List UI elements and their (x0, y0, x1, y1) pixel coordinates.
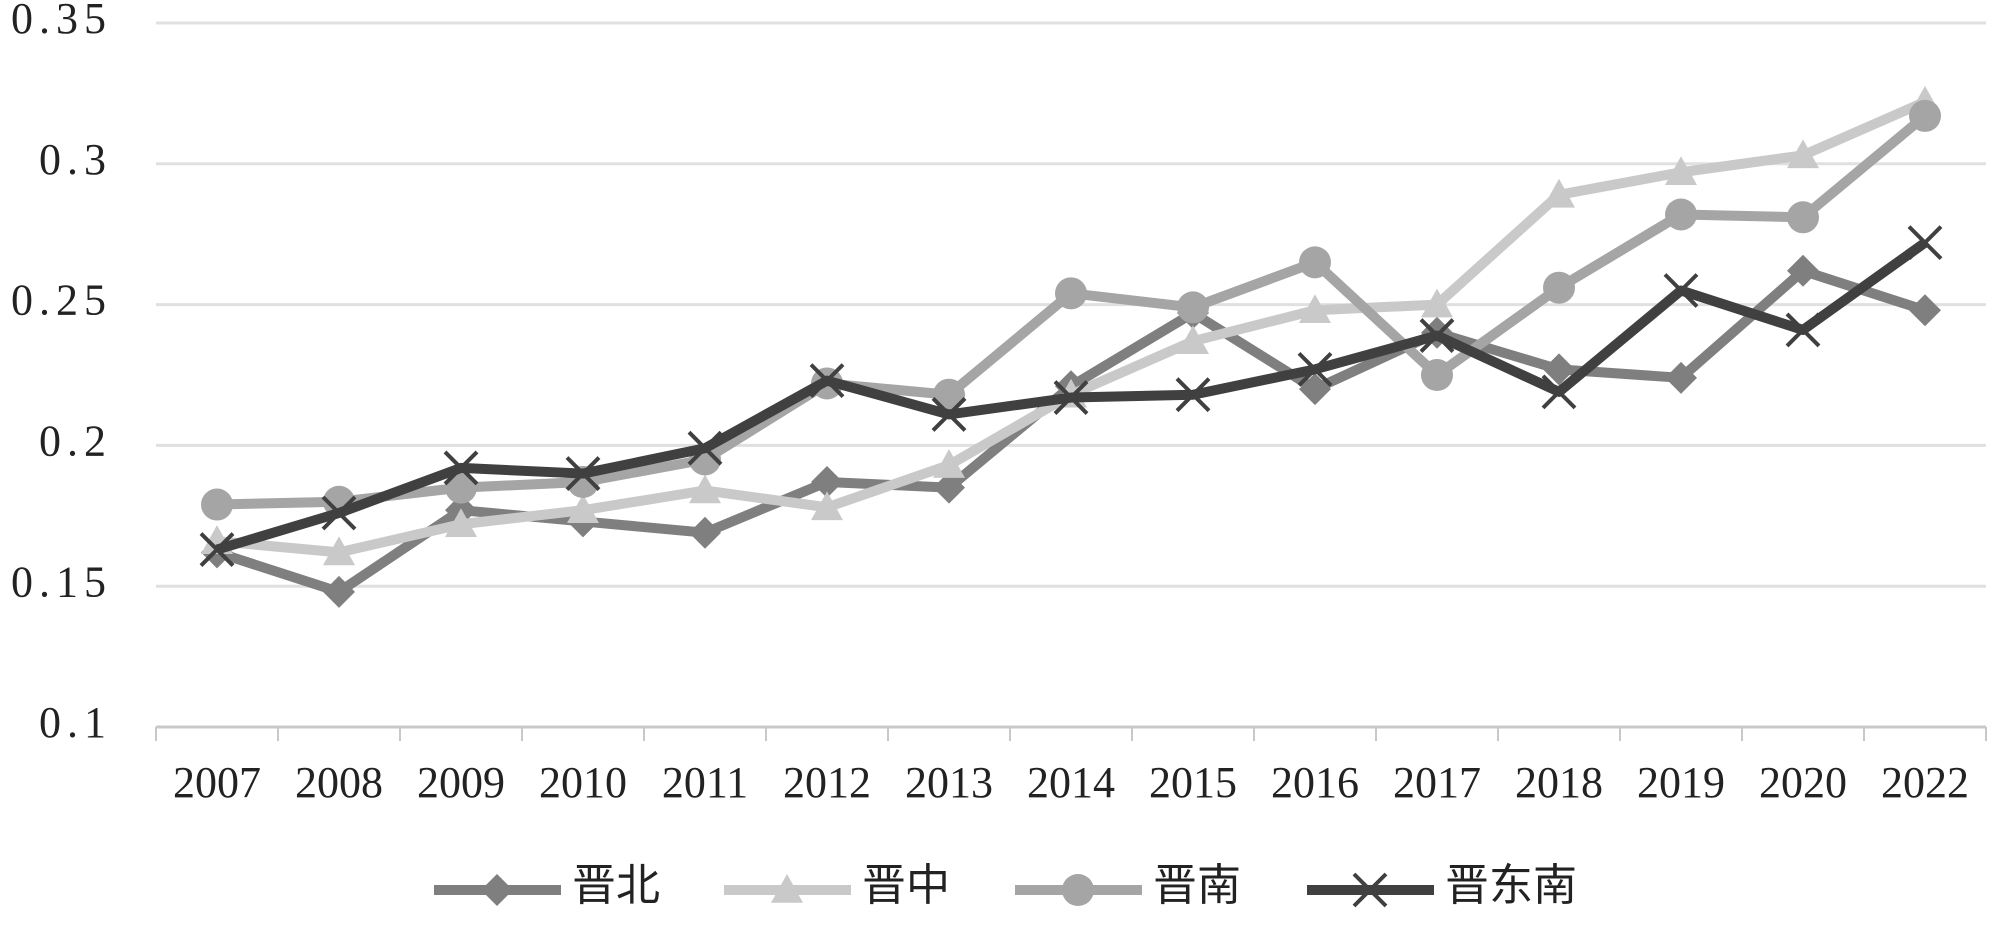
x-tick-label: 2016 (1271, 758, 1359, 807)
marker (1785, 312, 1821, 348)
marker (1665, 156, 1697, 186)
marker (323, 536, 355, 566)
marker (1419, 318, 1455, 353)
legend-label: 晋东南 (1445, 861, 1577, 910)
marker (1665, 361, 1697, 394)
marker (1299, 294, 1331, 324)
marker (1543, 353, 1575, 386)
marker (811, 491, 843, 521)
legend-label: 晋南 (1153, 861, 1241, 910)
x-tick-label: 2015 (1149, 758, 1237, 807)
x-tick-label: 2019 (1637, 758, 1725, 807)
marker (565, 456, 601, 491)
marker (1787, 201, 1819, 234)
series (199, 225, 1943, 568)
marker (811, 466, 843, 499)
y-tick-label: 0.3 (39, 135, 112, 184)
marker (1543, 271, 1575, 304)
y-tick-label: 0.15 (11, 557, 112, 606)
marker (1421, 288, 1453, 318)
series-line (215, 265, 1927, 597)
marker (1421, 359, 1453, 391)
marker (1299, 246, 1331, 279)
marker (1297, 351, 1333, 387)
marker (771, 874, 803, 903)
marker (199, 532, 235, 568)
x-tick-label: 2022 (1881, 758, 1969, 807)
marker (689, 516, 721, 549)
x-tick-label: 2011 (662, 758, 748, 807)
marker (1787, 139, 1819, 169)
y-tick-label: 0.2 (39, 416, 112, 465)
marker (1543, 178, 1575, 208)
x-tick-label: 2017 (1393, 758, 1481, 807)
marker (323, 575, 355, 608)
x-tick-label: 2007 (173, 758, 261, 807)
marker (1909, 99, 1941, 132)
marker (321, 495, 357, 531)
marker (481, 874, 513, 906)
marker (933, 471, 965, 504)
y-tick-label: 0.1 (39, 698, 112, 747)
marker (933, 378, 965, 411)
marker (567, 494, 599, 523)
marker (931, 397, 967, 432)
marker (1352, 872, 1388, 908)
marker (1299, 373, 1331, 406)
marker (809, 363, 845, 399)
marker (1907, 225, 1943, 261)
marker (1175, 377, 1211, 413)
x-tick-label: 2018 (1515, 758, 1603, 807)
legend-label: 晋北 (572, 861, 660, 910)
marker (445, 508, 477, 538)
marker (1177, 325, 1209, 355)
marker (1909, 294, 1941, 327)
y-tick-label: 0.25 (11, 276, 112, 325)
marker (1665, 198, 1697, 231)
y-tick-label: 0.35 (11, 0, 112, 43)
marker (933, 449, 965, 478)
x-tick-label: 2012 (783, 758, 871, 807)
x-tick-label: 2020 (1759, 758, 1847, 807)
marker (689, 474, 721, 504)
marker (1787, 254, 1819, 287)
x-tick-label: 2013 (905, 758, 993, 807)
marker (1177, 291, 1209, 324)
legend-label: 晋中 (862, 861, 950, 910)
x-tick-label: 2009 (417, 758, 505, 807)
marker (687, 430, 723, 466)
x-tick-label: 2010 (539, 758, 627, 807)
x-tick-label: 2014 (1027, 758, 1115, 807)
x-tick-label: 2008 (295, 758, 383, 807)
marker (1062, 874, 1094, 906)
marker (1053, 380, 1089, 415)
marker (443, 450, 479, 486)
marker (201, 488, 233, 521)
marker (1663, 273, 1699, 308)
marker (445, 471, 477, 504)
marker (1055, 277, 1087, 310)
marker (1541, 374, 1577, 410)
